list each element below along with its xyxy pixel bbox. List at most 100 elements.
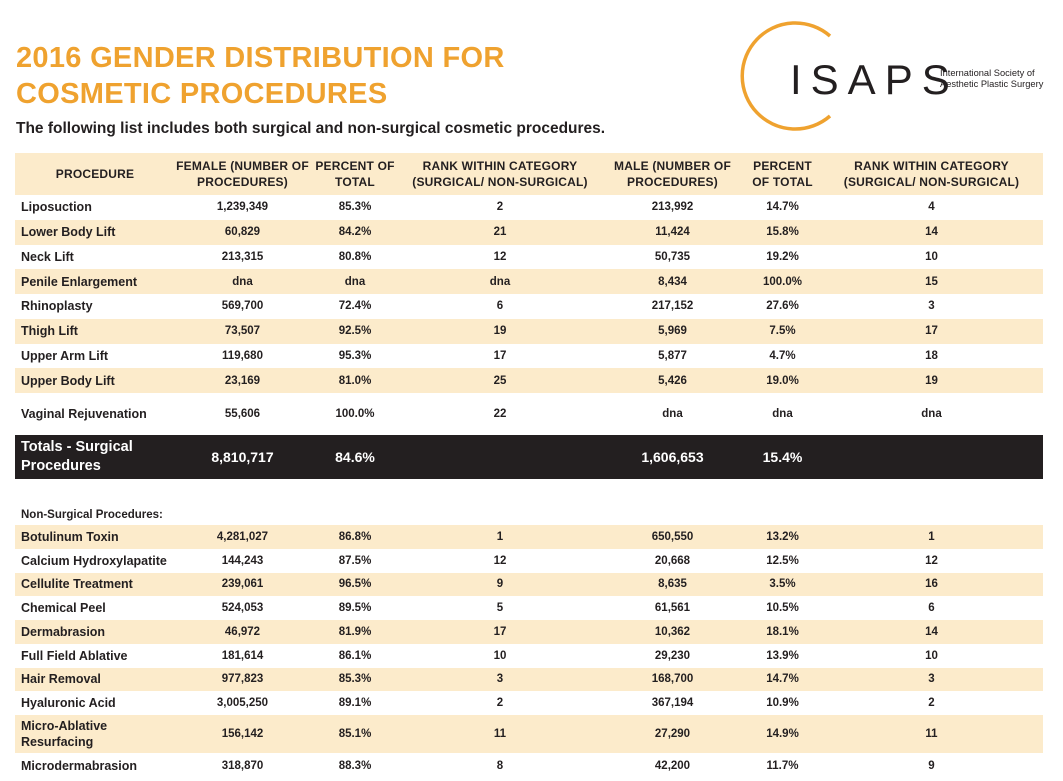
cell-female-count: 8,810,717 <box>175 435 310 479</box>
table-row: Full Field Ablative 181,614 86.1% 10 29,230 1… <box>15 644 1043 668</box>
cell-female-count: 4,281,027 <box>175 525 310 549</box>
cell-female-rank: 21 <box>400 219 600 245</box>
cell-female-percent: 84.6% <box>310 435 400 479</box>
cell-female-count: 213,315 <box>221 250 264 263</box>
cell-procedure: Chemical Peel <box>21 601 106 616</box>
cell-procedure: Cellulite Treatment <box>15 572 175 597</box>
cell-male-percent: 27.6% <box>766 300 799 313</box>
logo-tagline: International Society of Aesthetic Plast… <box>940 68 1044 89</box>
cell-male-rank: 16 <box>820 572 1043 597</box>
table-row: Neck Lift 213,315 80.8% 12 50,735 19.2% 10 <box>15 245 1043 270</box>
cell-male-rank: 10 <box>925 649 938 662</box>
cell-male-percent: 13.2% <box>745 525 820 549</box>
cell-female-percent: 85.3% <box>310 667 400 692</box>
cell-male-count: 8,635 <box>600 572 745 597</box>
cell-female-rank: 2 <box>496 201 504 214</box>
cell-male-percent: 19.0% <box>745 368 820 393</box>
cell-female-count: 3,005,250 <box>216 697 269 710</box>
cell-female-percent: 86.1% <box>338 649 372 662</box>
cell-male-count: 367,194 <box>651 697 694 710</box>
table-header-row: PROCEDURE FEMALE (NUMBER OF PROCEDURES) PE… <box>15 153 1043 195</box>
cell-female-count: 1,239,349 <box>216 201 269 214</box>
cell-procedure: Vaginal Rejuvenation <box>21 407 147 421</box>
cell-procedure: Penile Enlargement <box>15 269 175 294</box>
cell-male-rank: 17 <box>820 318 1043 344</box>
cell-male-count: 27,290 <box>600 715 745 753</box>
cell-female-rank: 3 <box>400 667 600 692</box>
cell-male-count: 11,424 <box>600 219 745 245</box>
cell-female-rank: 12 <box>493 250 507 263</box>
table-row: Upper Body Lift 23,169 81.0% 25 5,426 19.0% 19 <box>15 368 1043 393</box>
cell-female-percent: 89.5% <box>338 602 372 615</box>
cell-male-count: 61,561 <box>654 602 691 615</box>
cell-procedure: Totals - Surgical Procedures <box>15 435 175 479</box>
cell-male-count: 5,877 <box>658 349 687 362</box>
cell-procedure: Hair Removal <box>15 667 175 692</box>
column-header-female-count: FEMALE (NUMBER OF PROCEDURES) <box>175 153 310 195</box>
cell-female-percent: 85.1% <box>310 715 400 753</box>
cell-female-percent: 80.8% <box>338 250 372 263</box>
cell-female-percent: 85.3% <box>338 201 372 214</box>
logo-ring-icon <box>740 21 832 131</box>
column-header-procedure: PROCEDURE <box>15 153 175 195</box>
cell-female-rank: 25 <box>400 368 600 393</box>
cell-male-percent: 11.7% <box>766 759 799 772</box>
cell-female-rank: 17 <box>493 349 507 362</box>
cell-male-count: 8,434 <box>600 269 745 294</box>
cell-female-count: 55,606 <box>224 408 261 420</box>
cell-male-rank: 4 <box>928 201 935 214</box>
cell-male-rank: 2 <box>928 697 935 710</box>
table-row: Liposuction 1,239,349 85.3% 2 213,992 14.7% 4 <box>15 195 1043 220</box>
table-row: Lower Body Lift 60,829 84.2% 21 11,424 15.8% 1… <box>15 219 1043 245</box>
title-line-2: COSMETIC PROCEDURES <box>16 78 388 110</box>
cell-male-percent: 10.5% <box>766 602 799 615</box>
cell-female-percent: 86.8% <box>310 525 400 549</box>
cell-procedure: Botulinum Toxin <box>15 525 175 549</box>
cell-female-count: 73,507 <box>175 318 310 344</box>
cell-male-percent: 12.5% <box>766 554 799 567</box>
cell-female-percent: 96.5% <box>310 572 400 597</box>
cell-female-count: 156,142 <box>175 715 310 753</box>
cell-male-count: 213,992 <box>651 201 694 214</box>
cell-male-percent: dna <box>772 408 793 420</box>
cell-female-percent: 87.5% <box>338 554 372 567</box>
column-header-male-rank: RANK WITHIN CATEGORY (SURGICAL/ NON-SURG… <box>820 153 1043 195</box>
cell-male-percent: 4.7% <box>769 349 796 362</box>
cell-procedure: Liposuction <box>21 200 92 215</box>
cell-female-percent: 100.0% <box>335 408 375 420</box>
cell-male-rank: 1 <box>820 525 1043 549</box>
totals-row: Totals - Surgical Procedures 8,810,717 84.… <box>15 435 1043 479</box>
cell-procedure: Upper Body Lift <box>15 368 175 393</box>
cell-male-percent: 14.7% <box>766 201 799 214</box>
column-header-female-rank: RANK WITHIN CATEGORY (SURGICAL/ NON-SURG… <box>400 153 600 195</box>
table-row: Botulinum Toxin 4,281,027 86.8% 1 650,550 13.… <box>15 525 1043 549</box>
table-row: Dermabrasion 46,972 81.9% 17 10,362 18.1% 14 <box>15 620 1043 644</box>
cell-female-count: 119,680 <box>222 349 263 362</box>
cell-female-rank: 2 <box>496 697 504 710</box>
cell-female-rank: 22 <box>493 408 507 420</box>
cell-female-rank: 1 <box>400 525 600 549</box>
cell-male-percent: 15.4% <box>745 435 820 479</box>
cell-female-count: 318,870 <box>221 759 264 772</box>
cell-female-count: 181,614 <box>221 649 264 662</box>
isaps-logo: ISAPS International Society of Aesthetic… <box>738 18 1058 138</box>
cell-male-rank: 9 <box>928 759 935 772</box>
cell-male-count: dna <box>662 408 683 420</box>
table-row: Penile Enlargement dna dna dna 8,434 100.0% 15 <box>15 269 1043 294</box>
cell-male-rank: 18 <box>925 349 938 362</box>
gender-distribution-table: PROCEDURE FEMALE (NUMBER OF PROCEDURES) PE… <box>15 153 1043 778</box>
cell-female-percent: 89.1% <box>338 697 372 710</box>
cell-procedure: Rhinoplasty <box>21 299 93 314</box>
table-row: Chemical Peel 524,053 89.5% 5 61,561 10.5% 6 <box>15 596 1043 620</box>
cell-male-rank: 3 <box>928 300 935 313</box>
cell-male-percent: 13.9% <box>766 649 799 662</box>
cell-male-percent: 7.5% <box>745 318 820 344</box>
cell-female-percent: 72.4% <box>338 300 372 313</box>
column-header-male-count: MALE (NUMBER OF PROCEDURES) <box>600 153 745 195</box>
cell-male-percent: 10.9% <box>766 697 799 710</box>
cell-male-count: 29,230 <box>654 649 691 662</box>
table-row: Calcium Hydroxylapatite 144,243 87.5% 12 20,… <box>15 549 1043 573</box>
cell-procedure: Calcium Hydroxylapatite <box>21 553 167 568</box>
table-row: Hair Removal 977,823 85.3% 3 168,700 14.7% 3 <box>15 667 1043 692</box>
cell-female-percent: 84.2% <box>310 219 400 245</box>
